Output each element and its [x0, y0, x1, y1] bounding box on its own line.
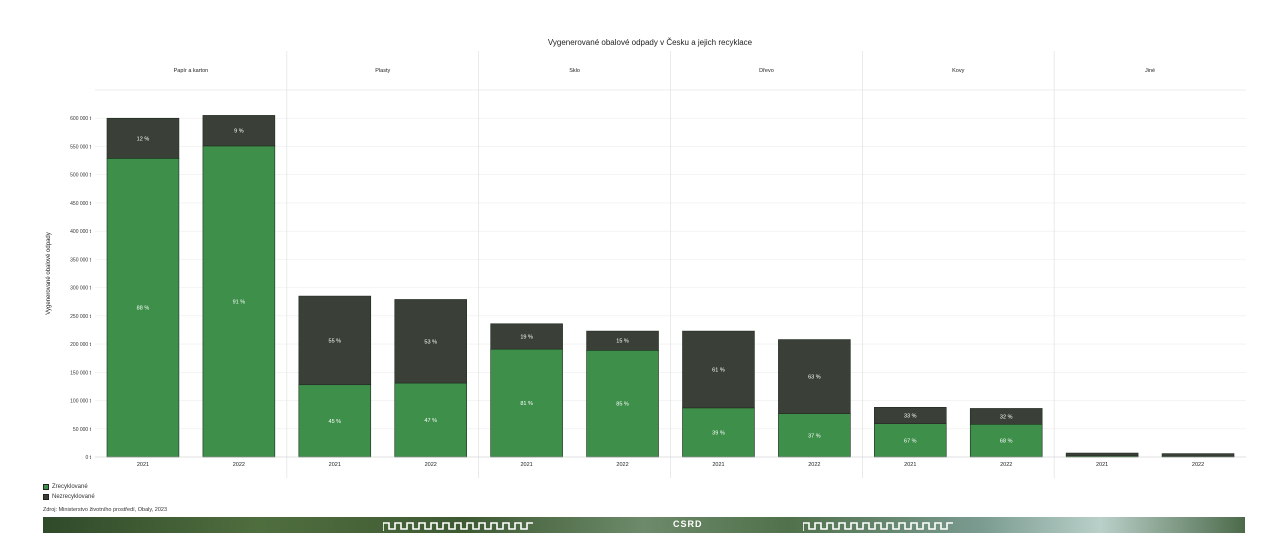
bar-recycled: [874, 423, 947, 458]
bar-recycled: [298, 384, 372, 458]
brand-logo: CSRD: [673, 519, 703, 529]
facet-label: Jiné: [1145, 68, 1155, 74]
data-label-recycled: 81 %: [520, 401, 533, 407]
source-note: Zdroj: Ministerstvo životního prostředí,…: [43, 507, 168, 513]
bar-recycled: [778, 413, 851, 458]
facet-label: Plasty: [375, 68, 390, 74]
x-tick-label: 2022: [616, 462, 628, 468]
facet-label: Kovy: [952, 68, 964, 74]
bar-not-recycled: [202, 115, 276, 147]
y-tick-label: 350 000 t: [70, 257, 91, 263]
legend-swatch-not-recycled: [43, 494, 49, 500]
legend-label-not-recycled: Nezrecyklované: [52, 494, 95, 500]
data-label-recycled: 91 %: [233, 299, 246, 305]
x-tick-label: 2021: [1096, 462, 1108, 468]
x-tick-label: 2021: [712, 462, 724, 468]
bar-not-recycled: [682, 330, 755, 409]
legend-item-recycled[interactable]: Zrecyklované: [43, 482, 95, 492]
data-label-not-recycled: 53 %: [424, 339, 437, 345]
data-label-recycled: 88 %: [137, 306, 150, 312]
y-tick-label: 400 000 t: [70, 229, 91, 235]
pattern-icon: [803, 522, 953, 531]
y-tick-label: 50 000 t: [73, 427, 92, 433]
bar-not-recycled: [1161, 453, 1235, 457]
chart-title: Vygenerované obalové odpady v Česku a je…: [548, 38, 753, 47]
bar-not-recycled: [586, 330, 659, 351]
x-tick-label: 2022: [808, 462, 820, 468]
legend: Zrecyklované Nezrecyklované: [43, 482, 95, 502]
bar-not-recycled: [874, 407, 947, 424]
x-tick-label: 2022: [233, 462, 245, 468]
legend-item-not-recycled[interactable]: Nezrecyklované: [43, 492, 95, 502]
data-label-not-recycled: 9 %: [234, 129, 244, 135]
y-tick-label: 600 000 t: [70, 116, 91, 122]
y-tick-label: 550 000 t: [70, 144, 91, 150]
bar-not-recycled: [298, 295, 372, 386]
bar-not-recycled: [106, 117, 180, 159]
y-axis-title: Vygenerované obalové odpady: [46, 232, 52, 315]
bar-not-recycled: [778, 339, 851, 414]
x-tick-label: 2021: [904, 462, 916, 468]
data-label-not-recycled: 63 %: [808, 375, 821, 381]
x-tick-label: 2021: [329, 462, 341, 468]
data-label-recycled: 45 %: [329, 419, 342, 425]
brand-banner: CSRD: [43, 517, 1245, 533]
x-tick-label: 2022: [1000, 462, 1012, 468]
pattern-icon: [383, 522, 533, 531]
x-tick-label: 2021: [521, 462, 533, 468]
legend-swatch-recycled: [43, 484, 49, 490]
y-tick-label: 300 000 t: [70, 286, 91, 292]
data-label-recycled: 37 %: [808, 433, 821, 439]
bar-not-recycled: [394, 299, 467, 384]
data-label-not-recycled: 61 %: [712, 367, 725, 373]
y-tick-label: 0 t: [85, 455, 91, 461]
y-tick-label: 450 000 t: [70, 201, 91, 207]
bar-not-recycled: [1065, 452, 1139, 457]
bar-recycled: [106, 158, 180, 458]
x-tick-label: 2021: [137, 462, 149, 468]
y-tick-label: 250 000 t: [70, 314, 91, 320]
y-tick-label: 150 000 t: [70, 370, 91, 376]
data-label-not-recycled: 12 %: [137, 136, 150, 142]
bar-recycled: [586, 349, 659, 458]
data-label-recycled: 47 %: [424, 418, 437, 424]
data-label-recycled: 67 %: [904, 438, 917, 444]
facet-label: Papír a karton: [174, 68, 209, 74]
bar-not-recycled: [969, 408, 1043, 425]
data-label-recycled: 85 %: [616, 402, 629, 408]
x-tick-label: 2022: [1192, 462, 1204, 468]
data-label-not-recycled: 55 %: [329, 338, 342, 344]
x-tick-label: 2022: [425, 462, 437, 468]
y-tick-label: 200 000 t: [70, 342, 91, 348]
bar-not-recycled: [490, 323, 563, 350]
data-label-not-recycled: 33 %: [904, 414, 917, 420]
faceted-bar-chart: Vygenerované obalové odpady v Česku a je…: [46, 38, 1246, 478]
y-tick-label: 100 000 t: [70, 399, 91, 405]
facet-label: Sklo: [569, 68, 580, 74]
data-label-not-recycled: 32 %: [1000, 414, 1013, 420]
bar-recycled: [490, 348, 563, 458]
data-label-recycled: 39 %: [712, 430, 725, 436]
y-tick-label: 500 000 t: [70, 173, 91, 179]
bar-recycled: [202, 145, 276, 458]
data-label-recycled: 68 %: [1000, 439, 1013, 445]
legend-label-recycled: Zrecyklované: [52, 484, 88, 490]
data-label-not-recycled: 19 %: [520, 334, 533, 340]
bar-recycled: [969, 423, 1043, 458]
bar-recycled: [682, 407, 755, 458]
facet-label: Dřevo: [759, 68, 774, 74]
data-label-not-recycled: 15 %: [616, 339, 629, 345]
